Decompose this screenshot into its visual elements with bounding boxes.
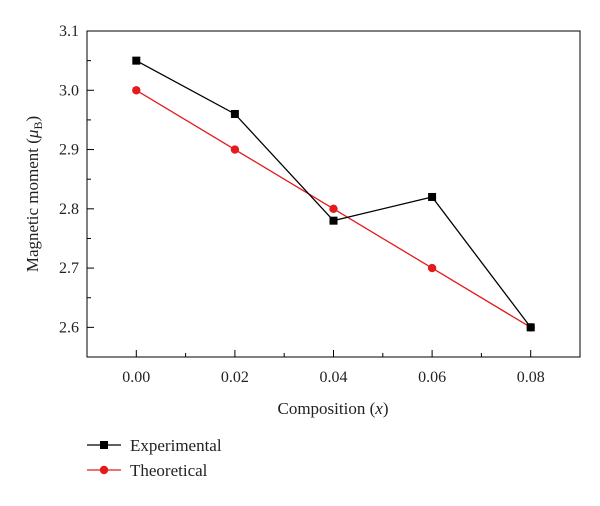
legend-label-theoretical: Theoretical [130, 461, 208, 480]
data-point-theoretical [132, 86, 141, 95]
y-axis-title: Magnetic moment (μB) [23, 116, 45, 272]
data-point-experimental [230, 109, 239, 118]
data-point-theoretical [230, 145, 240, 154]
series-layer [132, 56, 535, 332]
axis-ticks: 0.00 0.02 0.04 0.06 0.08 2.6 2.7 2.8 2.9 3.0 3.1 [59, 23, 545, 386]
series-experimental [132, 56, 535, 332]
series-line-experimental [135, 60, 532, 328]
legend-marker-experimental [100, 441, 108, 449]
plot-frame [86, 30, 581, 358]
y-tick-label: 3.0 [59, 82, 79, 99]
data-point-theoretical [329, 204, 338, 214]
x-tick-label: 0.00 [122, 369, 150, 386]
data-point-experimental [132, 56, 141, 65]
data-point-experimental [526, 323, 535, 332]
y-tick-label: 2.8 [59, 201, 79, 218]
data-point-experimental [329, 216, 338, 225]
series-theoretical [132, 86, 535, 332]
legend-item-theoretical: Theoretical [87, 461, 208, 480]
legend-item-experimental: Experimental [87, 436, 222, 455]
x-tick-label: 0.04 [320, 369, 348, 386]
data-point-experimental [428, 192, 437, 201]
y-tick-label: 2.6 [59, 319, 79, 336]
x-tick-label: 0.08 [517, 369, 545, 386]
x-axis-title: Composition (x) [278, 399, 389, 418]
x-tick-label: 0.02 [221, 369, 249, 386]
legend: Experimental Theoretical [87, 436, 222, 480]
y-tick-label: 2.9 [59, 142, 79, 159]
data-point-theoretical [427, 263, 437, 273]
legend-label-experimental: Experimental [130, 436, 222, 455]
legend-marker-theoretical [99, 465, 109, 475]
y-tick-label: 3.1 [59, 23, 79, 40]
x-tick-label: 0.06 [418, 369, 446, 386]
y-tick-label: 2.7 [59, 260, 79, 277]
